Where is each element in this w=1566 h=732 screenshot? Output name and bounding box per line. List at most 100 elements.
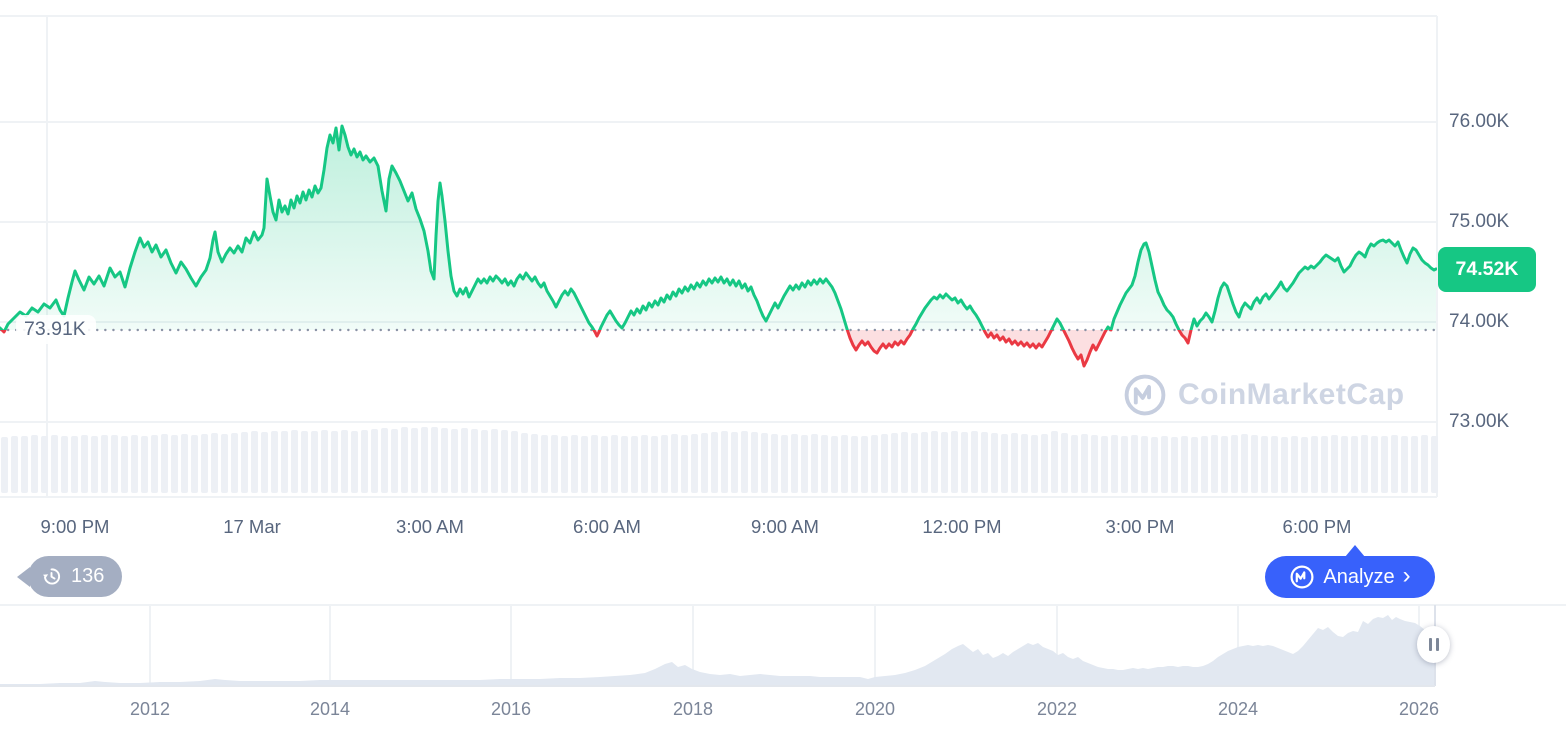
volume-bar	[111, 435, 118, 493]
volume-bar	[331, 431, 338, 493]
volume-bar	[871, 435, 878, 493]
volume-bar	[1301, 437, 1308, 493]
y-axis-tick-label: 76.00K	[1449, 111, 1510, 132]
time-axis-tick-label: 3:00 PM	[1105, 516, 1175, 537]
analyze-button[interactable]: Analyze ›	[1265, 545, 1435, 598]
volume-bar	[51, 435, 58, 493]
volume-bar	[1331, 435, 1338, 493]
volume-bar	[21, 436, 28, 493]
volume-bar	[881, 434, 888, 493]
time-axis-tick-label: 12:00 PM	[922, 516, 1002, 537]
price-line-green	[0, 124, 1437, 330]
volume-bar	[1001, 434, 1008, 493]
volume-bar	[401, 427, 408, 493]
volume-bar	[991, 433, 998, 493]
volume-bar	[691, 434, 698, 493]
badge-left-pointer-icon	[17, 566, 30, 587]
volume-bar	[391, 429, 398, 493]
volume-bar	[121, 436, 128, 493]
volume-bar	[201, 434, 208, 493]
volume-bar	[1341, 436, 1348, 493]
volume-bar	[771, 434, 778, 493]
volume-bar	[461, 428, 468, 493]
volume-bar	[701, 433, 708, 493]
volume-bar	[501, 430, 508, 493]
volume-bar	[411, 428, 418, 493]
volume-bar	[1051, 431, 1058, 493]
volume-bar	[1411, 436, 1418, 493]
volume-bar	[761, 433, 768, 493]
volume-bar	[221, 434, 228, 493]
volume-bar	[531, 434, 538, 493]
time-axis-tick-label: 17 Mar	[223, 516, 281, 537]
volume-bar	[1381, 436, 1388, 493]
volume-bar	[1251, 435, 1258, 493]
year-axis-tick-label: 2022	[1036, 699, 1078, 719]
range-drag-handle[interactable]	[1417, 626, 1450, 663]
volume-bar	[1, 437, 8, 493]
volume-bar	[231, 433, 238, 493]
volume-bar	[541, 435, 548, 493]
volume-bar	[1011, 433, 1018, 493]
volume-bar	[1351, 436, 1358, 493]
volume-bar	[101, 435, 108, 493]
volume-bar	[1141, 436, 1148, 493]
volume-bar	[641, 435, 648, 493]
volume-bar	[1151, 437, 1158, 493]
volume-bar	[1311, 436, 1318, 493]
volume-bar	[471, 429, 478, 493]
volume-bar	[1161, 436, 1168, 493]
time-axis-tick-label: 3:00 AM	[396, 516, 464, 537]
volume-bar	[61, 436, 68, 493]
history-badge[interactable]: 136	[17, 556, 123, 597]
volume-bar	[1131, 435, 1138, 493]
volume-bar	[1361, 435, 1368, 493]
current-price-badge: 74.52K	[1438, 247, 1536, 292]
cmc-watermark-logo-icon	[1122, 372, 1168, 418]
volume-bar	[1181, 436, 1188, 493]
price-area-green	[0, 126, 1436, 330]
year-axis-tick-label: 2026	[1398, 699, 1440, 719]
volume-bar	[491, 429, 498, 493]
volume-bar	[301, 431, 308, 493]
volume-bar	[931, 431, 938, 493]
volume-bar	[1061, 433, 1068, 493]
volume-bar	[661, 435, 668, 493]
volume-bar	[1111, 435, 1118, 493]
volume-bar	[1421, 435, 1428, 493]
volume-bar	[441, 428, 448, 493]
volume-bar	[31, 435, 38, 493]
volume-bar	[741, 431, 748, 493]
button-top-pointer-icon	[1345, 545, 1365, 557]
volume-bar	[651, 436, 658, 493]
volume-bar	[1261, 436, 1268, 493]
volume-bar	[1021, 434, 1028, 493]
volume-bar	[631, 436, 638, 493]
volume-bar	[321, 430, 328, 493]
volume-bar	[841, 435, 848, 493]
volume-bar	[311, 431, 318, 493]
volume-bar	[1271, 436, 1278, 493]
coinmarketcap-watermark: CoinMarketCap	[1122, 372, 1405, 418]
volume-bar	[151, 435, 158, 493]
volume-bar	[901, 432, 908, 493]
volume-bar	[581, 436, 588, 493]
volume-bar	[971, 431, 978, 493]
volume-bar	[981, 432, 988, 493]
volume-bar	[671, 434, 678, 493]
volume-bar	[1371, 436, 1378, 493]
volume-bar	[451, 429, 458, 493]
handle-bar-icon	[1428, 638, 1432, 651]
y-axis-tick-label: 74.00K	[1449, 311, 1510, 332]
volume-bar	[1171, 437, 1178, 493]
volume-bar	[1281, 437, 1288, 493]
volume-bar	[431, 427, 438, 493]
volume-bar	[571, 435, 578, 493]
volume-bar	[171, 435, 178, 493]
volume-bar	[1241, 434, 1248, 493]
volume-bar	[141, 436, 148, 493]
volume-bar	[621, 436, 628, 493]
volume-bar	[251, 431, 258, 493]
volume-bar	[271, 431, 278, 493]
